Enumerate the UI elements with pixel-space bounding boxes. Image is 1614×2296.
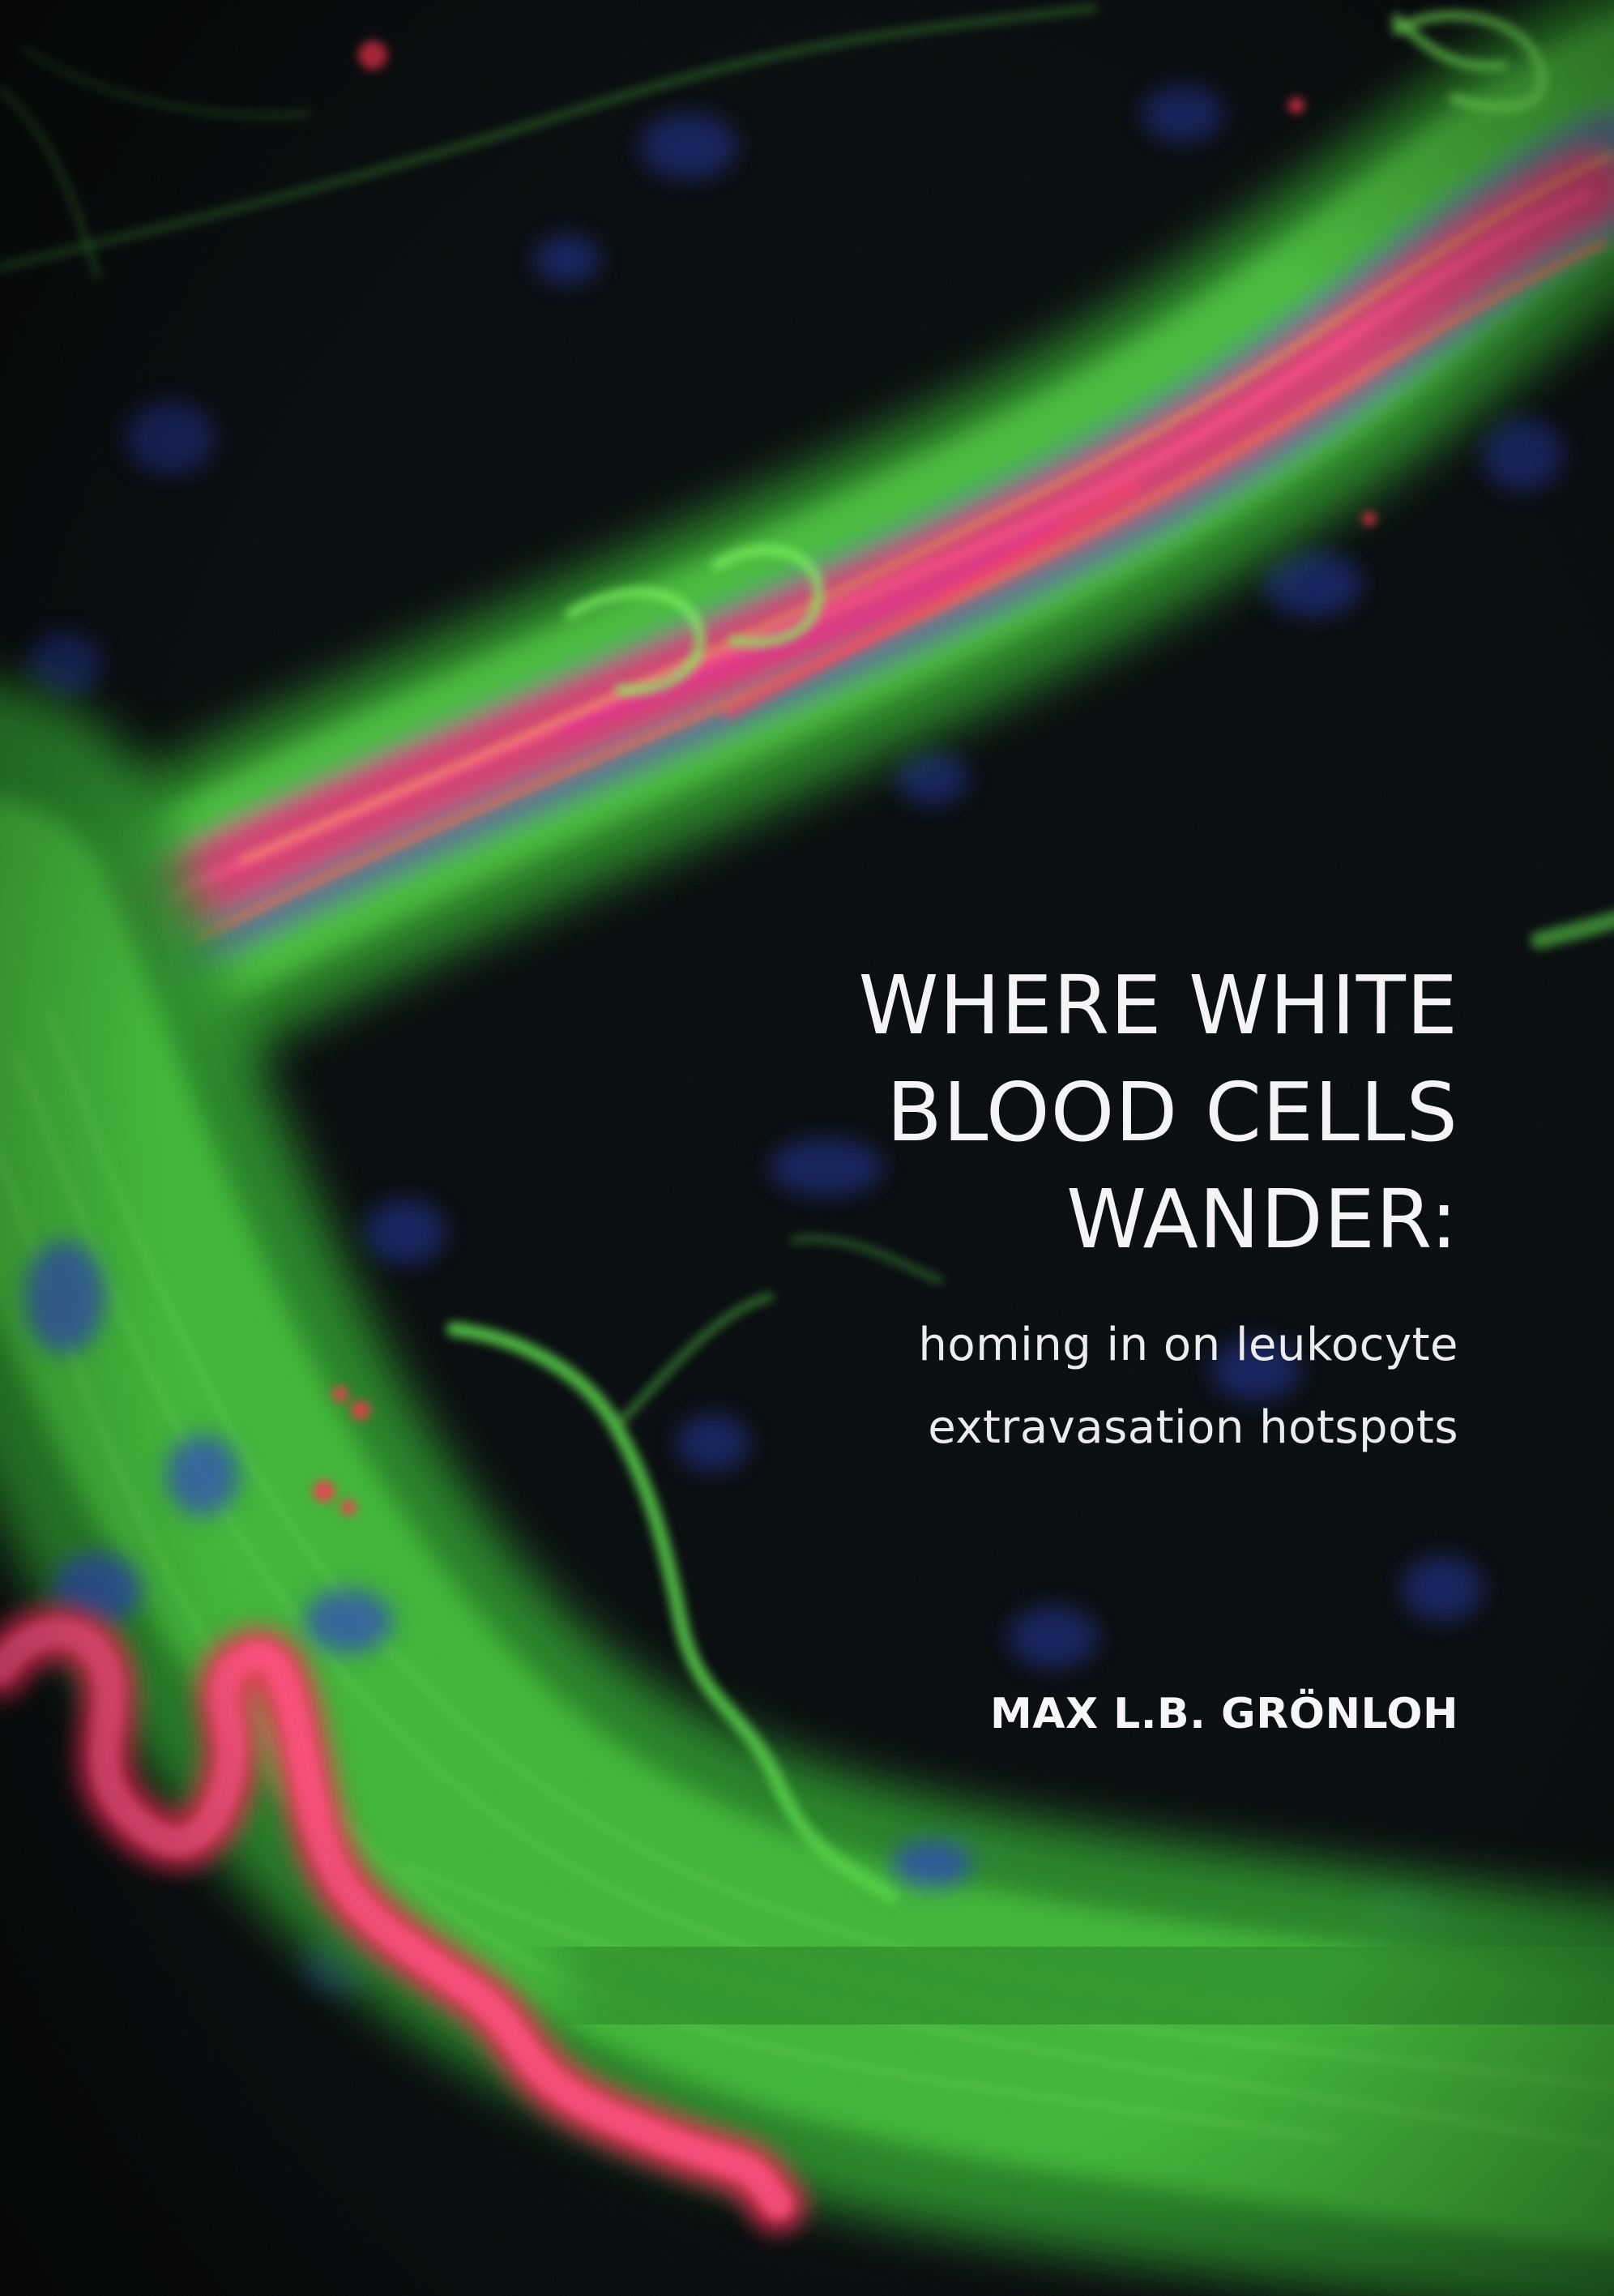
book-title: WHERE WHITE BLOOD CELLS WANDER: — [567, 952, 1458, 1273]
book-subtitle: homing in on leukocyte extravasation hot… — [567, 1304, 1458, 1469]
book-title-line-3: WANDER: — [1066, 1172, 1458, 1267]
book-subtitle-line-1: homing in on leukocyte — [918, 1319, 1458, 1371]
book-subtitle-line-2: extravasation hotspots — [928, 1401, 1458, 1454]
book-title-block: WHERE WHITE BLOOD CELLS WANDER: homing i… — [567, 952, 1458, 1469]
book-title-line-2: BLOOD CELLS — [886, 1065, 1458, 1160]
book-author: MAX L.B. GRÖNLOH — [989, 1690, 1458, 1738]
book-title-line-1: WHERE WHITE — [858, 958, 1458, 1053]
